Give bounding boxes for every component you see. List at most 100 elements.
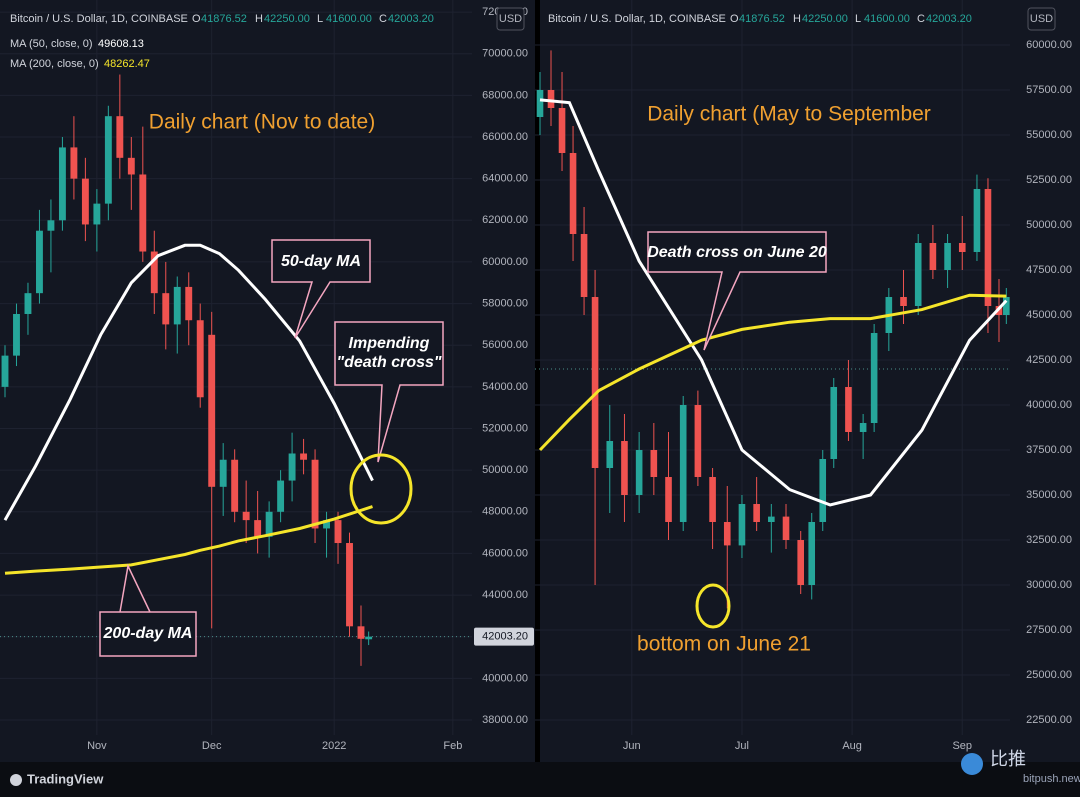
y-tick-label: 62000.00: [482, 214, 528, 226]
candle-body: [900, 297, 907, 307]
price-label: 42003.20: [482, 631, 528, 643]
ohlc-value: 41600.00: [326, 13, 372, 25]
x-tick-label: Aug: [842, 740, 862, 752]
y-tick-label: 47500.00: [1026, 264, 1072, 276]
right-panel: [540, 0, 1080, 762]
ohlc-label: L: [855, 13, 861, 25]
candle-body: [24, 293, 32, 314]
currency-box: [496, 7, 525, 31]
candle-body: [830, 387, 838, 460]
y-tick-label: 37500.00: [1026, 444, 1072, 456]
candle-body: [723, 522, 731, 546]
candle-body: [558, 108, 566, 154]
candle-body: [116, 116, 124, 158]
annotation: 200-day MA: [103, 625, 193, 642]
y-tick-label: 70000.00: [482, 48, 528, 60]
y-tick-label: 55000.00: [1026, 129, 1072, 141]
candle-body: [1, 355, 9, 387]
candle-body: [958, 243, 966, 253]
candle-body: [547, 90, 555, 109]
x-tick-label: Jun: [623, 740, 641, 752]
chart-layer: 38000.0040000.0042000.0044000.0046000.00…: [0, 0, 1072, 752]
candle-body: [185, 286, 193, 321]
candle-body: [254, 520, 262, 537]
y-tick-label: 57500.00: [1026, 84, 1072, 96]
candle-body: [569, 153, 577, 235]
y-tick-label: 60000.00: [482, 256, 528, 268]
y-tick-label: 50000.00: [1026, 219, 1072, 231]
candle-body: [104, 116, 112, 204]
ohlc-value: 42250.00: [802, 13, 848, 25]
candle-body: [635, 450, 643, 496]
ohlc-label: C: [917, 13, 925, 25]
candle-body: [93, 203, 101, 225]
y-tick-label: 45000.00: [1026, 309, 1072, 321]
candle-body: [58, 147, 66, 221]
callout-box: [334, 321, 444, 463]
ohlc-value: 42003.20: [388, 13, 434, 25]
highlight-circle: [695, 583, 731, 629]
x-tick-label: Jul: [735, 740, 749, 752]
ohlc-value: 42250.00: [264, 13, 310, 25]
y-tick-label: 32500.00: [1026, 534, 1072, 546]
candle-body: [357, 626, 365, 639]
y-tick-label: 25000.00: [1026, 669, 1072, 681]
candle-body: [870, 333, 878, 424]
candle-body: [231, 459, 239, 512]
currency-box: [1027, 7, 1056, 31]
candle-body: [621, 441, 628, 496]
candle-body: [265, 511, 273, 537]
y-tick-label: 52000.00: [482, 422, 528, 434]
candle-body: [845, 387, 852, 433]
candle-body: [196, 320, 204, 398]
annotation: 50-day MA: [281, 253, 361, 270]
candle-body: [1003, 297, 1010, 316]
ohlc-value: 41876.52: [201, 13, 247, 25]
y-tick-label: 44000.00: [482, 589, 528, 601]
candle-body: [650, 450, 658, 478]
callout-box: [647, 231, 827, 351]
x-tick-label: Nov: [87, 740, 107, 752]
candle-body: [929, 243, 937, 271]
y-tick-label: 50000.00: [482, 464, 528, 476]
x-tick-label: Feb: [443, 740, 462, 752]
annotation: bottom on June 21: [637, 633, 811, 656]
candle-body: [580, 234, 588, 298]
ma-line: [4, 505, 373, 575]
chart: 22500.00 25000.00 27500.00 30000.00 32500.00…: [535, 0, 1072, 752]
candle-body: [944, 243, 951, 271]
candle-body: [973, 189, 981, 253]
candle-body: [323, 520, 330, 529]
candle-body: [311, 459, 319, 529]
candle-body: [365, 636, 373, 640]
candle-body: [173, 286, 181, 325]
candle-body: [679, 405, 687, 523]
ma-line: [3, 243, 374, 521]
ohlc-label: O: [192, 13, 201, 25]
candle-body: [591, 297, 599, 469]
candle-body: [139, 174, 147, 252]
annotation: Daily chart (Nov to date): [149, 111, 375, 134]
candle-body: [738, 504, 746, 546]
candle-body: [859, 423, 867, 433]
y-tick-label: 66000.00: [482, 131, 528, 143]
ma-line: [539, 98, 1008, 507]
ohlc-value: 41876.52: [739, 13, 785, 25]
candle-body: [694, 405, 702, 478]
y-tick-label: 42500.00: [1026, 354, 1072, 366]
x-tick-label: Sep: [952, 740, 972, 752]
candle-body: [150, 251, 158, 294]
y-tick-label: 40000.00: [1026, 399, 1072, 411]
y-tick-label: 27500.00: [1026, 624, 1072, 636]
annotation: Impending: [349, 335, 430, 352]
candle-body: [81, 178, 89, 225]
candle-body: [127, 157, 135, 175]
ohlc-label: H: [255, 13, 263, 25]
candle-body: [346, 543, 353, 627]
brand: TradingView: [27, 771, 104, 786]
y-tick-label: 48000.00: [482, 506, 528, 518]
ohlc-value: 41600.00: [864, 13, 910, 25]
candle-body: [797, 540, 805, 586]
y-tick-label: 52500.00: [1026, 174, 1072, 186]
